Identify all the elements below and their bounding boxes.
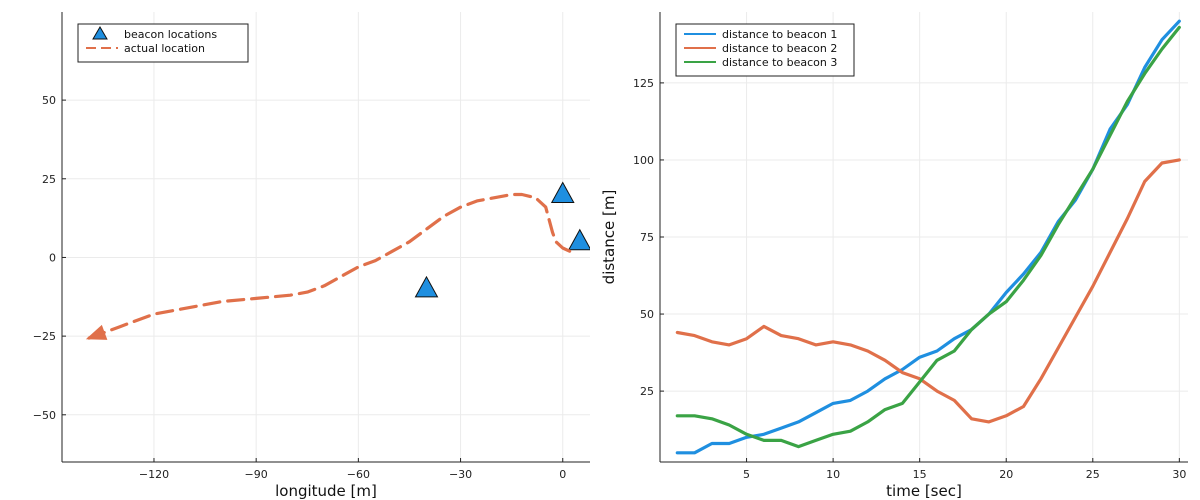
plot2-plot-area xyxy=(675,19,1181,455)
plot1-y-tick-label: 25 xyxy=(42,173,56,186)
plot2-series-2-line xyxy=(675,158,1181,424)
plot2-x-label: time [sec] xyxy=(886,482,962,500)
plot1-legend-label: actual location xyxy=(124,42,205,55)
plot2-x-tick-label: 15 xyxy=(913,468,927,481)
plot2-series-3-line xyxy=(675,25,1181,449)
plot1-series-1-point xyxy=(414,275,439,298)
plot1-y-tick-label: 0 xyxy=(49,251,56,264)
plot1-x-label: longitude [m] xyxy=(275,482,377,500)
plot1-y-tick-label: 50 xyxy=(42,94,56,107)
plot1-legend-marker xyxy=(92,26,108,40)
plot1-series-2-arrowhead xyxy=(85,324,108,340)
plot1-legend-box xyxy=(77,23,249,63)
plot2-y-tick-label: 75 xyxy=(640,231,654,244)
plot2-x-tick-label: 5 xyxy=(743,468,750,481)
plot1-series-1-point xyxy=(550,181,575,204)
plot2-legend-label: distance to beacon 2 xyxy=(722,42,837,55)
plot1-y-tick-label: −25 xyxy=(33,330,56,343)
plot2-legend-label: distance to beacon 1 xyxy=(722,28,837,41)
plot1-x-tick-label: −60 xyxy=(347,468,370,481)
plot1-legend-label: beacon locations xyxy=(124,28,217,41)
plot2-y-tick-label: 25 xyxy=(640,385,654,398)
plot1-x-tick-label: 0 xyxy=(559,468,566,481)
plot2-x-tick-label: 30 xyxy=(1172,468,1186,481)
plot2-y-label: distance [m] xyxy=(600,190,618,285)
plot2-y-tick-label: 100 xyxy=(633,154,654,167)
plot1-series-2-line xyxy=(84,192,572,341)
plot2-legend-box xyxy=(675,23,855,77)
plot1-x-tick-label: −120 xyxy=(139,468,169,481)
plot2-x-tick-label: 25 xyxy=(1086,468,1100,481)
plot2-y-tick-label: 125 xyxy=(633,77,654,90)
plot1-x-tick-label: −90 xyxy=(245,468,268,481)
plot1-plot-area xyxy=(84,181,590,341)
plot1-y-tick-label: −50 xyxy=(33,409,56,422)
plot1-x-tick-label: −30 xyxy=(449,468,472,481)
plot2-x-tick-label: 10 xyxy=(826,468,840,481)
plot2-y-tick-label: 50 xyxy=(640,308,654,321)
plot2-x-tick-label: 20 xyxy=(999,468,1013,481)
plot2-legend-label: distance to beacon 3 xyxy=(722,56,837,69)
plot1-series-1-point xyxy=(567,228,590,251)
